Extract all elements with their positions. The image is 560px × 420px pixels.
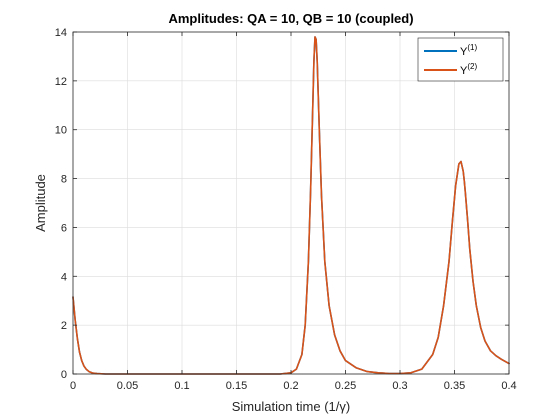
y-tick-label: 4 [61, 271, 67, 283]
x-tick-label: 0 [70, 380, 76, 392]
y-tick-label: 2 [61, 320, 67, 332]
x-axis-label: Simulation time (1/γ) [232, 399, 350, 414]
legend-label-y2-sup: (2) [467, 62, 477, 71]
legend-label-y1-base: Y [460, 46, 468, 58]
plot-axes: 0 0.05 0.1 0.15 0.2 0.25 0.3 0.35 0.4 0 2 4 6 8 10 12 1… [55, 27, 517, 392]
x-tick-label: 0.3 [392, 380, 407, 392]
x-tick-label: 0.05 [117, 380, 138, 392]
x-tick-label: 0.15 [226, 380, 247, 392]
legend-label-y2-base: Y [460, 65, 468, 77]
y-tick-label: 6 [61, 222, 67, 234]
x-tick-label: 0.35 [444, 380, 465, 392]
legend-label-y1-sup: (1) [467, 43, 477, 52]
legend-label-y1: Y(1) [460, 43, 477, 58]
x-tick-label: 0.4 [501, 380, 516, 392]
legend: Y(1) Y(2) [417, 37, 504, 82]
legend-label-y2: Y(2) [460, 62, 477, 77]
x-axis-ticks: 0 0.05 0.1 0.15 0.2 0.25 0.3 0.35 0.4 [70, 32, 517, 392]
y-tick-label: 10 [55, 125, 67, 137]
y-tick-label: 12 [55, 76, 67, 88]
y-tick-label: 8 [61, 174, 67, 186]
y-axis-ticks: 0 2 4 6 8 10 12 14 [55, 27, 509, 381]
legend-box [417, 37, 504, 82]
x-tick-label: 0.2 [283, 380, 298, 392]
chart-title: Amplitudes: QA = 10, QB = 10 (coupled) [168, 11, 413, 26]
y-axis-label: Amplitude [33, 174, 48, 232]
x-tick-label: 0.1 [174, 380, 189, 392]
y-tick-label: 14 [55, 27, 67, 39]
y-tick-label: 0 [61, 369, 67, 381]
x-tick-label: 0.25 [335, 380, 356, 392]
